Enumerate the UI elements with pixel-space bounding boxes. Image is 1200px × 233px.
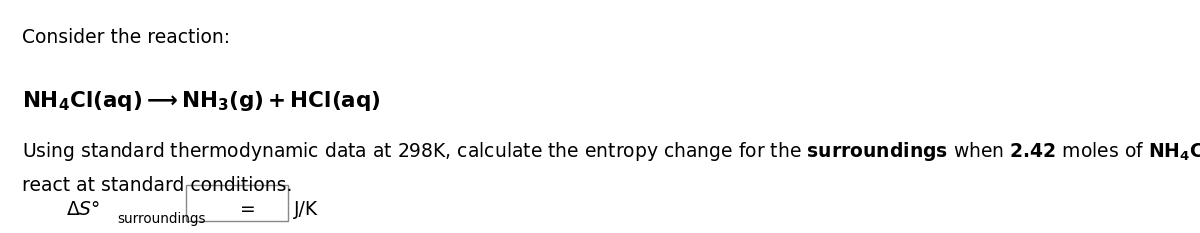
Text: react at standard conditions.: react at standard conditions. bbox=[22, 176, 292, 195]
Text: surroundings: surroundings bbox=[118, 212, 206, 226]
FancyBboxPatch shape bbox=[186, 185, 288, 221]
Text: $\Delta S°$: $\Delta S°$ bbox=[66, 200, 101, 219]
Text: Consider the reaction:: Consider the reaction: bbox=[22, 28, 229, 47]
Text: =: = bbox=[240, 200, 256, 219]
Text: Using standard thermodynamic data at 298K, calculate the entropy change for the : Using standard thermodynamic data at 298… bbox=[22, 140, 1200, 163]
Text: J/K: J/K bbox=[294, 200, 318, 219]
Text: $\bf{NH_4Cl(aq){\longrightarrow}NH_3(g) + HCl(aq)}$: $\bf{NH_4Cl(aq){\longrightarrow}NH_3(g) … bbox=[22, 89, 380, 113]
